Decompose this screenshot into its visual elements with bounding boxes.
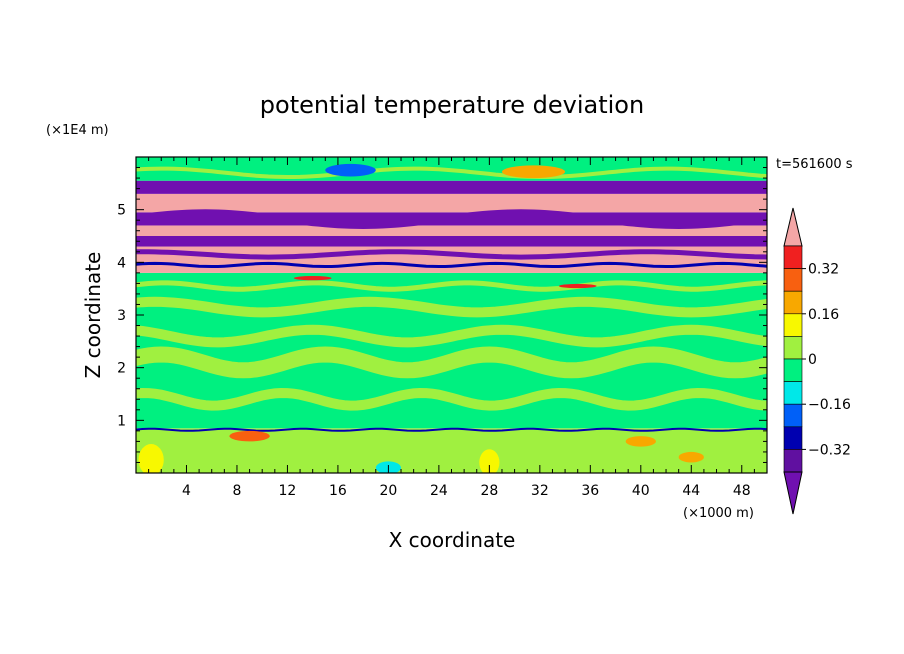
y-tick-label: 5 [117, 203, 126, 219]
low-level-wave [136, 440, 767, 459]
contour-band-8 [136, 180, 767, 194]
colorbar-swatch [783, 358, 803, 382]
x-tick-label: 20 [379, 483, 397, 499]
x-tick-label: 32 [531, 483, 549, 499]
colorbar-tick-label: −0.32 [808, 442, 851, 458]
x-tick-label: 12 [279, 483, 297, 499]
colorbar-tick-label: 0 [808, 352, 817, 368]
y-tick-label: 3 [117, 308, 126, 324]
colorbar-min-arrow [783, 471, 803, 515]
colorbar-swatch [783, 268, 803, 292]
colorbar-swatch [783, 313, 803, 337]
layer-edge-blue [136, 261, 767, 268]
lower-wave-band [136, 387, 767, 411]
x-tick-label: 40 [632, 483, 650, 499]
x-unit-label: (×1000 m) [683, 506, 754, 521]
contour-band-7 [136, 193, 767, 213]
time-label: t=561600 s [776, 157, 853, 172]
red-streak-2 [293, 276, 332, 281]
x-tick-label: 8 [232, 483, 241, 499]
colorbar-swatch [783, 449, 803, 473]
top-blue-patch [325, 163, 376, 177]
mid-wave-band [136, 346, 767, 379]
contour-field [136, 157, 767, 473]
mid-wave-band-2 [136, 324, 767, 348]
x-tick-label: 16 [329, 483, 347, 499]
x-tick-label: 48 [733, 483, 751, 499]
low-edge-blue [136, 427, 767, 432]
chart-title: potential temperature deviation [260, 91, 644, 119]
orange-patch-3 [678, 451, 704, 463]
x-tick-label: 4 [182, 483, 191, 499]
y-tick-label: 2 [117, 361, 126, 377]
yellow-patch-2 [479, 449, 500, 473]
y-axis-label: Z coordinate [81, 252, 105, 379]
yellow-patch-1 [138, 444, 164, 473]
colorbar: 0.32 0.16 0 −0.16 −0.32 [783, 207, 851, 515]
colorbar-swatch [783, 245, 803, 269]
colorbar-tick-label: 0.16 [808, 307, 839, 323]
x-tick-label: 24 [430, 483, 448, 499]
y-tick-label: 1 [117, 413, 126, 429]
colorbar-tick-label: 0.32 [808, 262, 839, 278]
colorbar-swatch [783, 290, 803, 315]
contour-band-5 [136, 225, 767, 236]
top-wave [136, 166, 767, 179]
x-axis-label: X coordinate [389, 528, 516, 552]
stratified-layer-b [136, 249, 767, 260]
red-streak-1 [558, 283, 597, 289]
stratified-layer-a [136, 209, 767, 230]
x-tick-label: 44 [682, 483, 700, 499]
contour-band-2 [136, 264, 767, 273]
orange-patch-1 [229, 430, 270, 442]
y-unit-label: (×1E4 m) [46, 123, 109, 138]
colorbar-swatch [783, 336, 803, 360]
colorbar-max-arrow [783, 207, 803, 247]
colorbar-swatch [783, 381, 803, 405]
orange-patch-2 [625, 436, 656, 447]
colorbar-tick-label: −0.16 [808, 397, 851, 413]
contour-band-4 [136, 236, 767, 247]
upper-wave-band-2 [136, 280, 767, 292]
colorbar-swatch [783, 403, 803, 428]
x-tick-label: 28 [480, 483, 498, 499]
upper-wave-band [136, 296, 767, 318]
x-tick-label: 36 [581, 483, 599, 499]
colorbar-swatch [783, 426, 803, 450]
top-orange-patch [501, 165, 566, 179]
y-tick-label: 4 [117, 255, 126, 271]
